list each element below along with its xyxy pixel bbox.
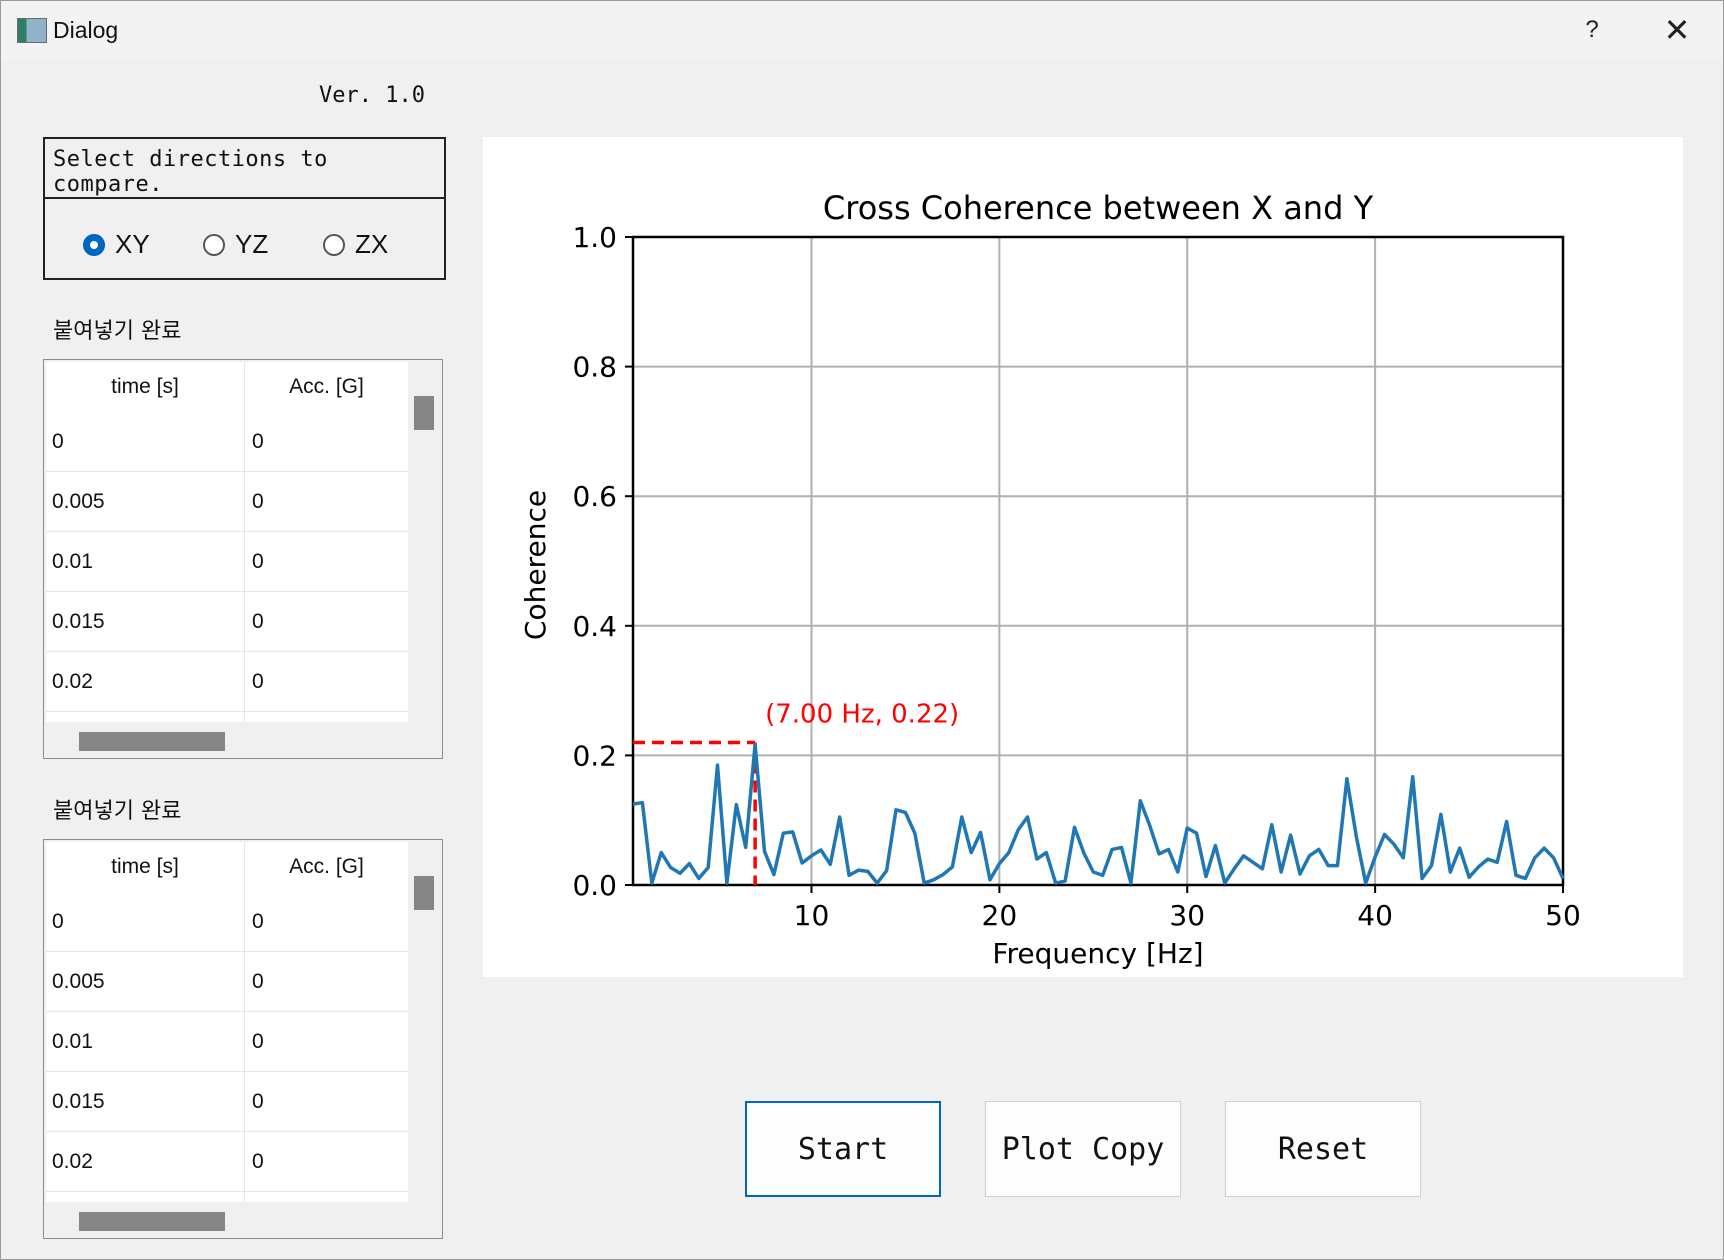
column-header-time[interactable]: time [s]: [46, 362, 244, 412]
table-row[interactable]: 0.005 0: [46, 472, 408, 532]
table-cell[interactable]: 0: [52, 430, 64, 453]
table1-status-label: 붙여넣기 완료: [53, 319, 182, 344]
radio-zx-label[interactable]: ZX: [355, 229, 389, 259]
table-cell[interactable]: 0: [252, 1150, 264, 1173]
reset-button[interactable]: Reset: [1225, 1101, 1421, 1197]
plot-frame: [631, 235, 1565, 887]
table-cell[interactable]: 0: [52, 910, 64, 933]
table1-grid[interactable]: time [s] Acc. [G] 0 0 0.005 0 0.01 0 0.0…: [46, 362, 408, 722]
column-header-acc[interactable]: Acc. [G]: [245, 842, 408, 892]
start-button[interactable]: Start: [745, 1101, 941, 1197]
help-button[interactable]: ?: [1585, 16, 1599, 43]
table-row[interactable]: 0.02 0: [46, 1132, 408, 1192]
title-bar[interactable]: Dialog ? ✕: [1, 1, 1723, 59]
table-cell[interactable]: 0.015: [52, 1090, 105, 1113]
vertical-scrollbar-thumb[interactable]: [414, 396, 434, 430]
y-tick-label: 0.8: [572, 351, 617, 384]
y-tick-label: 1.0: [572, 221, 617, 254]
table-cell[interactable]: 0: [252, 550, 264, 573]
table-cell[interactable]: 0: [252, 490, 264, 513]
table-cell[interactable]: 0.01: [52, 550, 93, 573]
peak-annotation: (7.00 Hz, 0.22): [765, 699, 959, 729]
table-row[interactable]: 0.01 0: [46, 532, 408, 592]
table-cell[interactable]: 0: [252, 670, 264, 693]
app-icon: [17, 18, 47, 43]
radio-zx[interactable]: ZX: [323, 229, 388, 260]
table-row[interactable]: 0.015 0: [46, 592, 408, 652]
radio-zx-indicator[interactable]: [323, 233, 345, 256]
table-row[interactable]: 0.02 0: [46, 652, 408, 712]
column-header-acc[interactable]: Acc. [G]: [245, 362, 408, 412]
table-row[interactable]: 0.005 0: [46, 952, 408, 1012]
horizontal-scrollbar-thumb[interactable]: [79, 732, 225, 751]
table-cell[interactable]: 0: [252, 1090, 264, 1113]
table-cell[interactable]: 0.005: [52, 490, 105, 513]
chart-title: Cross Coherence between X and Y: [823, 189, 1374, 227]
y-axis-label: Coherence: [519, 490, 552, 640]
y-tick-label: 0.6: [572, 480, 617, 513]
coherence-series-line: [632, 742, 1565, 885]
table-row[interactable]: 0.015 0: [46, 1072, 408, 1132]
table-cell[interactable]: 0.01: [52, 1030, 93, 1053]
table-cell[interactable]: 0.02: [52, 1150, 93, 1173]
radio-yz[interactable]: YZ: [203, 229, 268, 260]
direction-prompt: Select directions to compare.: [53, 147, 328, 197]
column-divider: [244, 842, 245, 1202]
y-tick-label: 0.0: [572, 869, 617, 902]
coherence-chart: 10 20 30 40 50 0.0 0.2 0.4 0.6 0.8 1.0 Cross Coher…: [519, 189, 1581, 970]
x-tick-label: 40: [1357, 899, 1393, 932]
table-cell[interactable]: 0.02: [52, 670, 93, 693]
vertical-scrollbar-thumb[interactable]: [414, 876, 434, 910]
table-cell[interactable]: 0: [252, 430, 264, 453]
radio-xy-label[interactable]: XY: [115, 229, 150, 259]
version-label: Ver. 1.0: [319, 83, 425, 108]
y-tick-label: 0.4: [572, 610, 617, 643]
x-tick-label: 10: [794, 899, 830, 932]
table-cell[interactable]: 0.005: [52, 970, 105, 993]
radio-xy[interactable]: XY: [83, 229, 150, 260]
horizontal-scrollbar-thumb[interactable]: [79, 1212, 225, 1231]
coherence-plot-canvas: 10 20 30 40 50 0.0 0.2 0.4 0.6 0.8 1.0 Cross Coher…: [483, 137, 1683, 977]
table-cell[interactable]: 0: [252, 970, 264, 993]
data-table-2[interactable]: time [s] Acc. [G] 0 0 0.005 0 0.01 0 0.0…: [43, 839, 443, 1239]
table-cell[interactable]: 0: [252, 1030, 264, 1053]
radio-yz-label[interactable]: YZ: [235, 229, 269, 259]
x-tick-label: 30: [1169, 899, 1205, 932]
y-tick-label: 0.2: [572, 739, 617, 772]
radio-yz-indicator[interactable]: [203, 233, 225, 256]
column-header-time[interactable]: time [s]: [46, 842, 244, 892]
table-row[interactable]: 0.01 0: [46, 1012, 408, 1072]
x-axis-label: Frequency [Hz]: [992, 937, 1203, 970]
window-title: Dialog: [53, 17, 119, 43]
x-tick-label: 20: [982, 899, 1018, 932]
divider: [45, 197, 444, 199]
table2-status-label: 붙여넣기 완료: [53, 799, 182, 824]
table-row[interactable]: 0 0: [46, 412, 408, 472]
table2-grid[interactable]: time [s] Acc. [G] 0 0 0.005 0 0.01 0 0.0…: [46, 842, 408, 1202]
plot-copy-button[interactable]: Plot Copy: [985, 1101, 1181, 1197]
radio-xy-indicator[interactable]: [83, 233, 105, 256]
close-button[interactable]: ✕: [1663, 11, 1691, 49]
table-cell[interactable]: 0: [252, 610, 264, 633]
table-cell[interactable]: 0.015: [52, 610, 105, 633]
table-row[interactable]: 0 0: [46, 892, 408, 952]
table-cell[interactable]: 0: [252, 910, 264, 933]
data-table-1[interactable]: time [s] Acc. [G] 0 0 0.005 0 0.01 0 0.0…: [43, 359, 443, 759]
column-divider: [244, 362, 245, 722]
direction-group: Select directions to compare. XY YZ ZX: [43, 137, 446, 280]
x-tick-label: 50: [1545, 899, 1581, 932]
